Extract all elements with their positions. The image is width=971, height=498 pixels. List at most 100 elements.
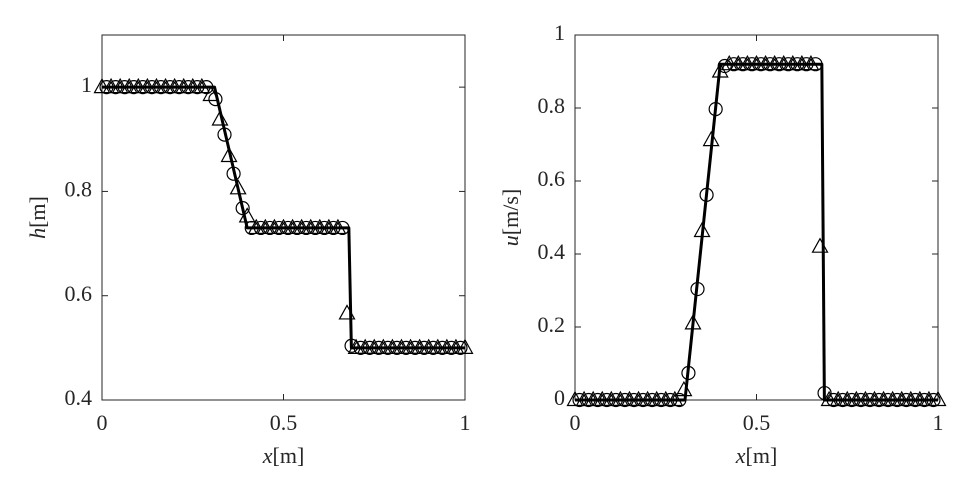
triangle-marker	[775, 54, 793, 71]
circle-marker	[135, 80, 150, 95]
triangle-marker	[220, 146, 238, 163]
circle-marker	[790, 57, 805, 72]
x-axis-label: x[m]	[735, 443, 778, 468]
triangle-marker	[229, 179, 247, 195]
triangle-marker	[365, 338, 383, 354]
triangle-marker	[438, 338, 456, 354]
circle-marker	[862, 392, 878, 408]
y-tick-label: 0.8	[65, 176, 93, 201]
circle-marker	[262, 220, 277, 236]
circle-marker	[253, 220, 268, 236]
circle-marker	[326, 220, 341, 236]
triangle-marker	[693, 221, 711, 238]
triangle-marker	[747, 54, 766, 71]
x-axis-unit: [m]	[273, 443, 305, 468]
circle-marker	[690, 281, 705, 297]
circle-marker	[117, 80, 132, 95]
circle-marker	[162, 80, 178, 95]
circle-marker	[645, 392, 660, 408]
triangle-marker	[93, 77, 111, 94]
triangle-marker	[720, 54, 738, 71]
circle-marker	[663, 392, 678, 408]
series-line	[575, 62, 938, 402]
circle-marker	[417, 340, 432, 355]
triangle-marker	[911, 390, 929, 407]
y-tick-label: 0.4	[65, 385, 93, 410]
circle-marker	[407, 340, 423, 355]
triangle-marker	[256, 218, 274, 235]
triangle-marker	[929, 390, 947, 407]
triangle-marker	[702, 130, 720, 147]
triangle-marker	[166, 77, 184, 94]
circle-marker	[599, 392, 614, 408]
x-axis-label: x[m]	[262, 443, 305, 468]
triangle-marker	[575, 390, 593, 407]
triangle-marker	[893, 390, 911, 407]
circle-marker	[444, 340, 459, 355]
y-tick-label: 0.6	[65, 281, 93, 306]
triangle-marker	[302, 218, 320, 235]
circle-marker	[453, 340, 468, 355]
triangle-marker	[666, 390, 684, 407]
circle-marker	[763, 57, 778, 72]
circle-marker	[280, 220, 296, 236]
circle-marker	[172, 80, 187, 95]
triangle-marker	[611, 390, 629, 407]
triangle-marker	[447, 338, 465, 354]
circle-marker	[744, 57, 760, 72]
circle-marker	[871, 392, 887, 408]
triangle-marker	[766, 54, 784, 71]
triangle-marker	[593, 390, 611, 407]
x-axis-symbol: x	[262, 443, 273, 468]
x-tick-label: 0.5	[270, 410, 298, 435]
circle-marker	[654, 392, 669, 408]
triangle-marker	[338, 304, 356, 320]
circle-marker	[380, 340, 395, 355]
triangle-marker	[284, 218, 302, 235]
circle-marker	[899, 392, 914, 408]
triangle-marker	[793, 54, 811, 71]
circle-marker	[398, 340, 414, 355]
triangle-marker	[802, 54, 820, 71]
circle-marker	[617, 392, 633, 408]
circle-marker	[126, 80, 141, 95]
y-tick-label: 1	[554, 20, 565, 45]
triangle-marker	[729, 54, 747, 71]
x-tick-label: 0	[570, 410, 581, 435]
triangle-marker	[811, 237, 829, 253]
circle-marker	[108, 80, 123, 95]
circle-marker	[362, 340, 377, 355]
circle-marker	[844, 392, 859, 408]
triangle-marker	[320, 218, 338, 235]
triangle-marker	[784, 54, 802, 71]
triangle-marker	[847, 390, 865, 407]
circle-marker	[581, 392, 596, 408]
circle-marker	[299, 220, 314, 236]
circle-marker	[572, 392, 587, 408]
circle-marker	[235, 201, 250, 216]
triangle-marker	[138, 77, 156, 94]
circle-marker	[190, 80, 205, 95]
circle-marker	[826, 392, 841, 408]
circle-marker	[99, 80, 114, 95]
triangle-marker	[383, 338, 401, 354]
circle-marker	[271, 220, 287, 236]
triangle-marker	[620, 390, 638, 407]
x-tick-label: 1	[933, 410, 944, 435]
circle-marker	[335, 220, 350, 236]
circle-marker	[226, 166, 241, 181]
triangle-marker	[902, 390, 920, 407]
x-axis-symbol: x	[735, 443, 746, 468]
circle-marker	[144, 80, 160, 95]
circle-marker	[626, 392, 642, 408]
circle-marker	[199, 80, 214, 95]
triangle-marker	[584, 390, 602, 407]
triangle-marker	[884, 390, 902, 407]
triangle-marker	[429, 338, 447, 354]
triangle-marker	[147, 77, 165, 94]
triangle-marker	[602, 390, 620, 407]
triangle-marker	[129, 77, 147, 94]
triangle-marker	[920, 390, 938, 407]
circle-marker	[608, 392, 623, 408]
